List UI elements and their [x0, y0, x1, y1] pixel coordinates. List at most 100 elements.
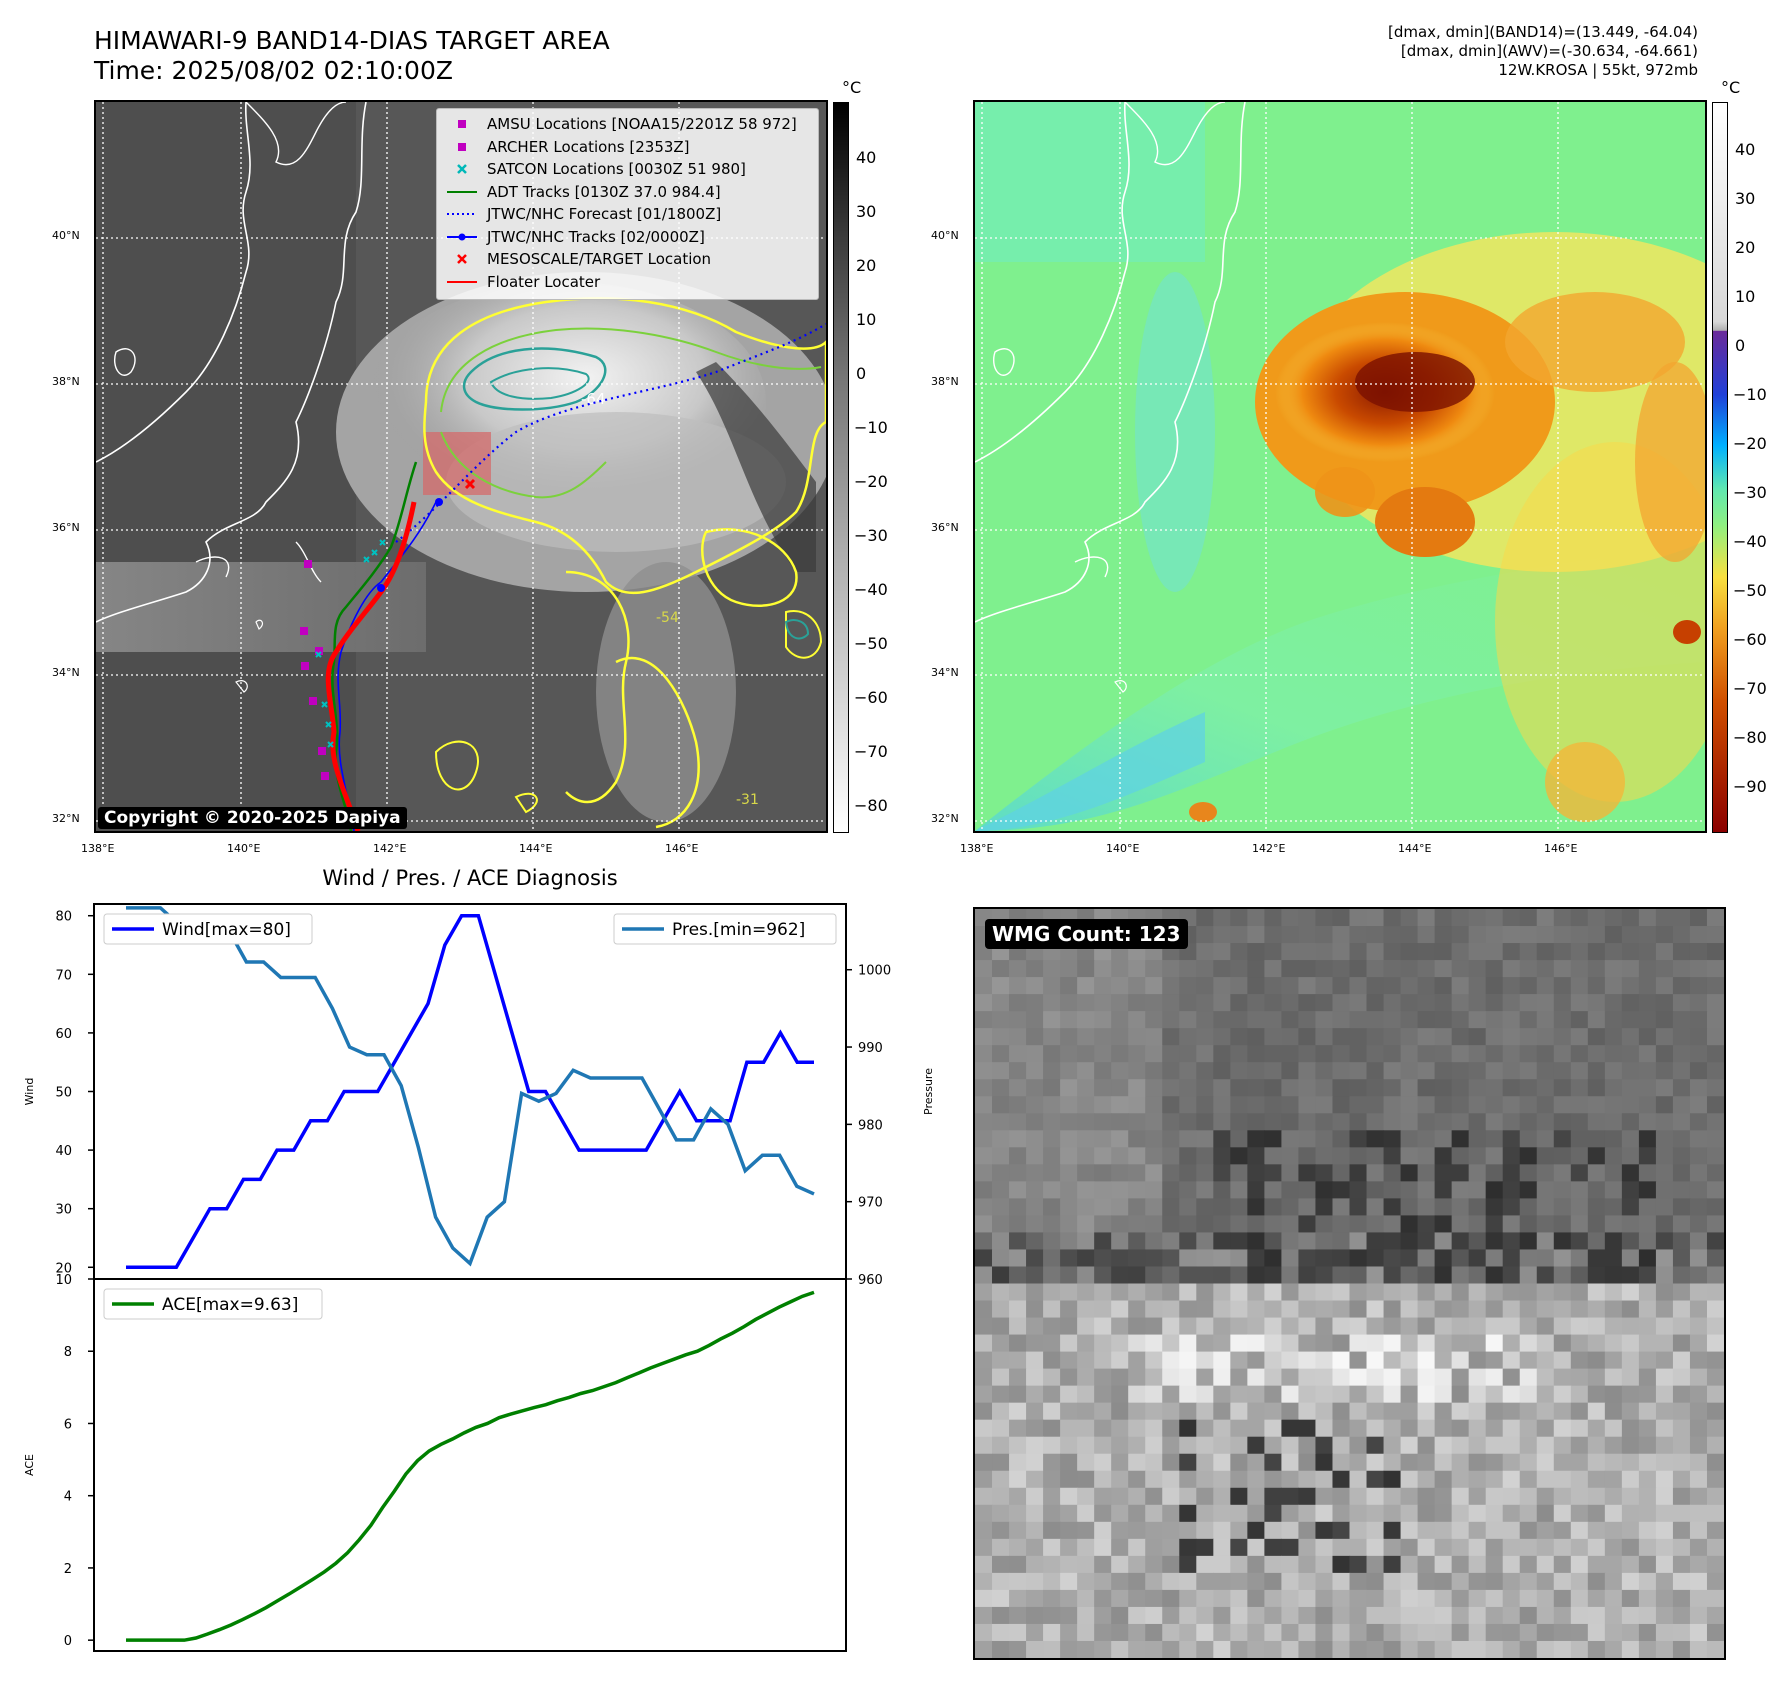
wmg-pixel [1400, 1164, 1419, 1182]
wmg-pixel [1383, 1062, 1402, 1080]
wmg-pixel [1213, 943, 1231, 961]
wmg-pixel [975, 1419, 993, 1438]
wmg-pixel [1332, 1419, 1351, 1438]
wmg-pixel [1213, 1147, 1231, 1165]
wmg-pixel [1043, 1317, 1061, 1336]
wmg-pixel [1621, 1249, 1640, 1268]
wmg-pixel [1604, 1147, 1623, 1165]
wmg-pixel [992, 1436, 1010, 1455]
wmg-pixel [1706, 1198, 1724, 1217]
wmg-pixel [1043, 1385, 1061, 1404]
wmg-pixel [1553, 1351, 1572, 1370]
wmg-pixel [1281, 1419, 1300, 1438]
wmg-pixel [1145, 1402, 1163, 1421]
wmg-pixel [1570, 1130, 1589, 1148]
wmg-pixel [1366, 1096, 1385, 1114]
wmg-pixel [1196, 1419, 1214, 1438]
wmg-pixel [1043, 1283, 1061, 1302]
wmg-pixel [1230, 1402, 1248, 1421]
wmg-pixel [992, 1555, 1010, 1574]
wmg-pixel [1672, 1232, 1691, 1251]
wmg-pixel [1502, 1606, 1521, 1625]
wmg-pixel [1434, 994, 1453, 1012]
legend-item: JTWC/NHC Tracks [02/0000Z] [445, 226, 810, 249]
wmg-pixel [1468, 1504, 1487, 1523]
wmg-pixel [1026, 1062, 1044, 1080]
wmg-pixel [1281, 1470, 1300, 1489]
wmg-pixel [1672, 1487, 1691, 1506]
wmg-pixel [1043, 1402, 1061, 1421]
wmg-pixel [1060, 1317, 1078, 1336]
wmg-pixel [1043, 1368, 1061, 1387]
wmg-pixel [1264, 1555, 1283, 1574]
wmg-pixel [1400, 1249, 1419, 1268]
legend-label: AMSU Locations [NOAA15/2201Z 58 972] [487, 115, 797, 134]
wmg-pixel [1230, 1266, 1248, 1285]
wmg-pixel [1196, 1555, 1214, 1574]
wmg-pixel [1298, 1504, 1317, 1523]
wmg-pixel [1621, 1266, 1640, 1285]
wmg-pixel [975, 1538, 993, 1557]
wmg-pixel [1315, 1521, 1334, 1540]
wmg-pixel [1298, 1232, 1317, 1251]
wmg-pixel [1621, 1028, 1640, 1046]
wmg-pixel [1213, 1283, 1231, 1302]
wmg-pixel [1485, 1198, 1504, 1217]
wmg-pixel [1281, 1385, 1300, 1404]
wmg-pixel [1128, 1113, 1146, 1131]
wmg-pixel [1009, 1300, 1027, 1319]
legend-symbol-icon [445, 276, 479, 288]
wmg-pixel [1689, 1555, 1708, 1574]
wmg-pixel [1519, 1623, 1538, 1642]
wmg-pixel [1332, 1147, 1351, 1165]
wmg-pixel [1638, 1300, 1657, 1319]
wmg-pixel [1196, 1147, 1214, 1165]
wmg-pixel [1162, 1606, 1180, 1625]
wmg-pixel [1383, 1470, 1402, 1489]
wmg-pixel [1621, 960, 1640, 978]
wmg-pixel [1026, 1521, 1044, 1540]
wmg-pixel [1128, 1555, 1146, 1574]
wmg-pixel [1485, 1521, 1504, 1540]
wmg-pixel [1451, 977, 1470, 995]
wmg-pixel [1553, 1113, 1572, 1131]
wmg-pixel [1621, 1589, 1640, 1608]
wmg-pixel [1298, 1147, 1317, 1165]
wmg-pixel [1179, 1317, 1197, 1336]
wmg-pixel [1128, 1283, 1146, 1302]
wmg-pixel [1060, 1011, 1078, 1029]
wmg-pixel [1553, 943, 1572, 961]
wmg-pixel [1043, 1130, 1061, 1148]
wmg-pixel [1128, 1147, 1146, 1165]
wmg-pixel [1128, 1368, 1146, 1387]
wmg-pixel [1570, 1266, 1589, 1285]
lat-label-38: 38°N [52, 375, 80, 388]
wmg-pixel [1111, 1572, 1129, 1591]
wmg-pixel [1213, 1266, 1231, 1285]
wmg-pixel [1689, 1453, 1708, 1472]
lat-label-40: 40°N [52, 229, 80, 242]
wmg-pixel [1213, 1555, 1231, 1574]
wmg-pixel [975, 1572, 993, 1591]
wmg-pixel [1094, 1113, 1112, 1131]
wmg-pixel [1621, 1130, 1640, 1148]
legend-item: MESOSCALE/TARGET Location [445, 248, 810, 271]
wmg-pixel [1179, 1538, 1197, 1557]
wmg-pixel [1196, 1606, 1214, 1625]
wmg-pixel [1655, 1334, 1674, 1353]
wmg-pixel [1213, 1640, 1231, 1658]
wmg-pixel [1009, 1436, 1027, 1455]
wmg-pixel [1366, 1470, 1385, 1489]
wmg-pixel [992, 1368, 1010, 1387]
wmg-pixel [1383, 1147, 1402, 1165]
wmg-pixel [1247, 1351, 1265, 1370]
wmg-pixel [1043, 1062, 1061, 1080]
wmg-pixel [1349, 1266, 1368, 1285]
wmg-pixel [975, 1079, 993, 1097]
wmg-pixel [1536, 1045, 1555, 1063]
wmg-pixel [1400, 1113, 1419, 1131]
wmg-pixel [1247, 1504, 1265, 1523]
wmg-pixel [1434, 1164, 1453, 1182]
wmg-pixel [1060, 1606, 1078, 1625]
wmg-pixel [1638, 1555, 1657, 1574]
